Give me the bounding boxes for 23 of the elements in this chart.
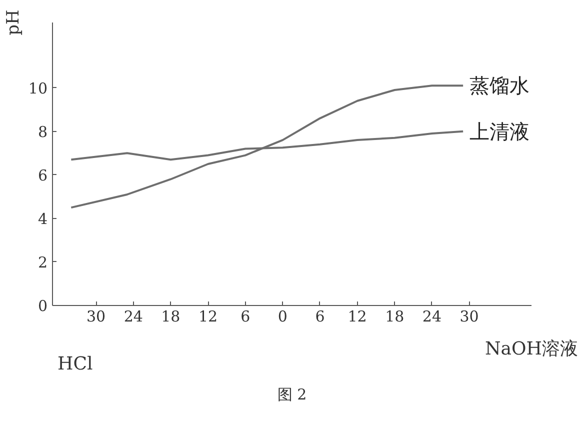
y-axis-title: pH [3, 10, 24, 36]
x-tick-label: 12 [348, 308, 367, 326]
y-tick-label: 10 [28, 79, 48, 98]
line-series [70, 84, 464, 209]
x-tick-label: 6 [315, 308, 325, 326]
x-tick-label: 6 [240, 308, 250, 326]
series-label: 上清液 [469, 119, 530, 144]
y-tick-label: 6 [38, 166, 48, 184]
caption: 图 2 [277, 386, 307, 404]
x-tick-label: 30 [86, 308, 106, 326]
x-tick-label: 24 [422, 308, 442, 326]
x-tick-label: 30 [460, 308, 479, 326]
y-tick-label: 2 [38, 253, 48, 272]
text: HCl [58, 354, 93, 374]
y-tick-label: 8 [38, 122, 48, 141]
x-tick-label: 24 [124, 308, 143, 326]
x-tick-label: 18 [161, 308, 180, 326]
y-tick-label: 4 [38, 210, 48, 228]
x-axis-title: NaOH溶液 [485, 338, 578, 360]
x-tick-label: 12 [198, 308, 218, 326]
series-label: 蒸馏水 [469, 74, 530, 98]
x-tick-label: 18 [385, 308, 404, 326]
x-tick-label: 0 [278, 308, 288, 326]
